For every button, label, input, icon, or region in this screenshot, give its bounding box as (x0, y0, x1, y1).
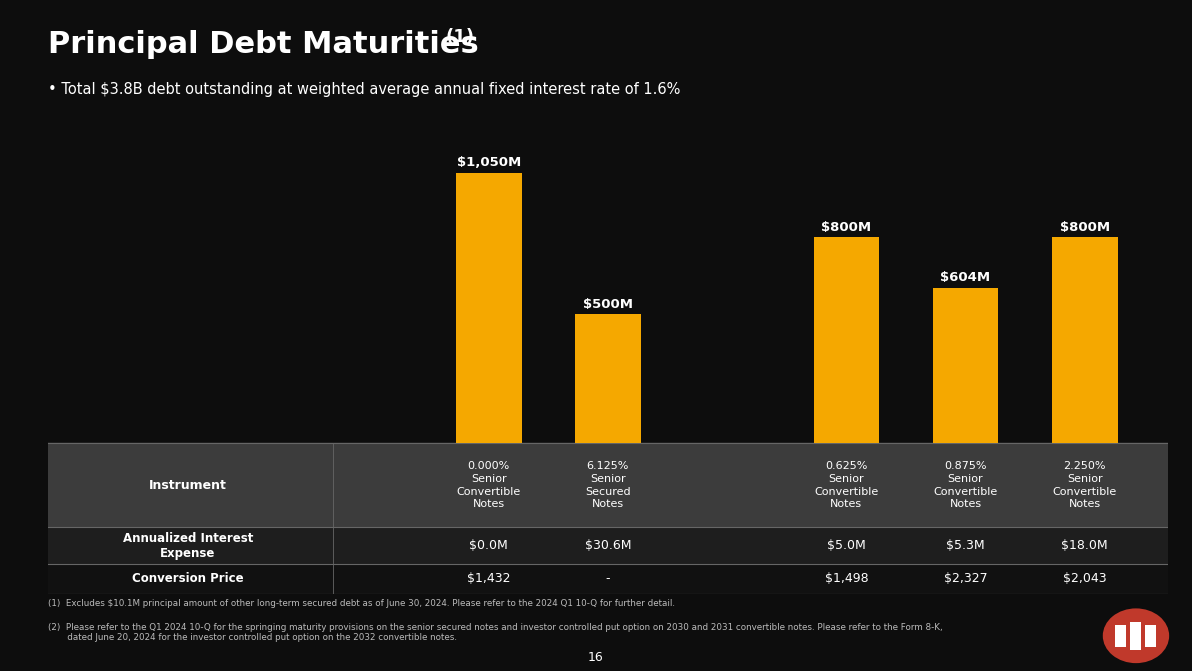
Text: $0.0M: $0.0M (470, 539, 508, 552)
Bar (933, 288, 999, 443)
Text: $5.0M: $5.0M (827, 539, 865, 552)
Text: 2025: 2025 (234, 466, 267, 479)
Bar (457, 173, 522, 443)
Bar (48, 564, 1168, 594)
Bar (1146, 625, 1156, 647)
Text: 0.000%
Senior
Convertible
Notes: 0.000% Senior Convertible Notes (457, 461, 521, 509)
Text: (2): (2) (1111, 460, 1123, 468)
Text: Annualized Interest
Expense: Annualized Interest Expense (123, 531, 253, 560)
Text: Principal Debt Maturities: Principal Debt Maturities (48, 30, 478, 59)
Text: $800M: $800M (1060, 221, 1110, 234)
Text: -: - (606, 572, 610, 585)
Text: 0.875%
Senior
Convertible
Notes: 0.875% Senior Convertible Notes (933, 461, 998, 509)
Text: (1)  Excludes $10.1M principal amount of other long-term secured debt as of June: (1) Excludes $10.1M principal amount of … (48, 599, 675, 607)
Bar (813, 238, 880, 443)
Text: 16: 16 (588, 652, 604, 664)
Bar (48, 443, 1168, 527)
Text: $2,327: $2,327 (944, 572, 987, 585)
Text: $30.6M: $30.6M (584, 539, 632, 552)
Bar (48, 527, 1168, 564)
Text: $18.0M: $18.0M (1061, 539, 1109, 552)
Text: $604M: $604M (940, 271, 991, 284)
Text: $1,498: $1,498 (825, 572, 868, 585)
Circle shape (1103, 609, 1169, 663)
Text: $800M: $800M (821, 221, 871, 234)
Bar (1115, 625, 1125, 647)
Text: $1,432: $1,432 (467, 572, 510, 585)
Text: (2): (2) (992, 460, 1004, 468)
Text: Instrument: Instrument (149, 478, 226, 492)
Text: • Total $3.8B debt outstanding at weighted average annual fixed interest rate of: • Total $3.8B debt outstanding at weight… (48, 82, 681, 97)
Text: 2024: 2024 (114, 466, 148, 479)
Text: $1,050M: $1,050M (457, 156, 521, 169)
Text: 2.250%
Senior
Convertible
Notes: 2.250% Senior Convertible Notes (1053, 461, 1117, 509)
Text: Conversion Price: Conversion Price (132, 572, 243, 585)
Text: $5.3M: $5.3M (946, 539, 985, 552)
Text: 2030: 2030 (824, 466, 857, 479)
Text: (1): (1) (446, 28, 474, 46)
Text: (2): (2) (873, 460, 884, 468)
Text: $2,043: $2,043 (1063, 572, 1106, 585)
Text: 2032: 2032 (1062, 466, 1095, 479)
Bar (576, 315, 641, 443)
Text: 2027: 2027 (472, 466, 505, 479)
Text: 2031: 2031 (943, 466, 976, 479)
Text: 6.125%
Senior
Secured
Notes: 6.125% Senior Secured Notes (585, 461, 631, 509)
Text: 2028: 2028 (585, 466, 619, 479)
Text: 2026: 2026 (353, 466, 386, 479)
Bar (1053, 238, 1118, 443)
Text: (2)  Please refer to the Q1 2024 10-Q for the springing maturity provisions on t: (2) Please refer to the Q1 2024 10-Q for… (48, 623, 943, 642)
Text: 2029: 2029 (710, 466, 744, 479)
Text: 0.625%
Senior
Convertible
Notes: 0.625% Senior Convertible Notes (814, 461, 879, 509)
Bar (1130, 621, 1141, 650)
Text: (2): (2) (634, 460, 646, 468)
Text: $500M: $500M (583, 297, 633, 311)
